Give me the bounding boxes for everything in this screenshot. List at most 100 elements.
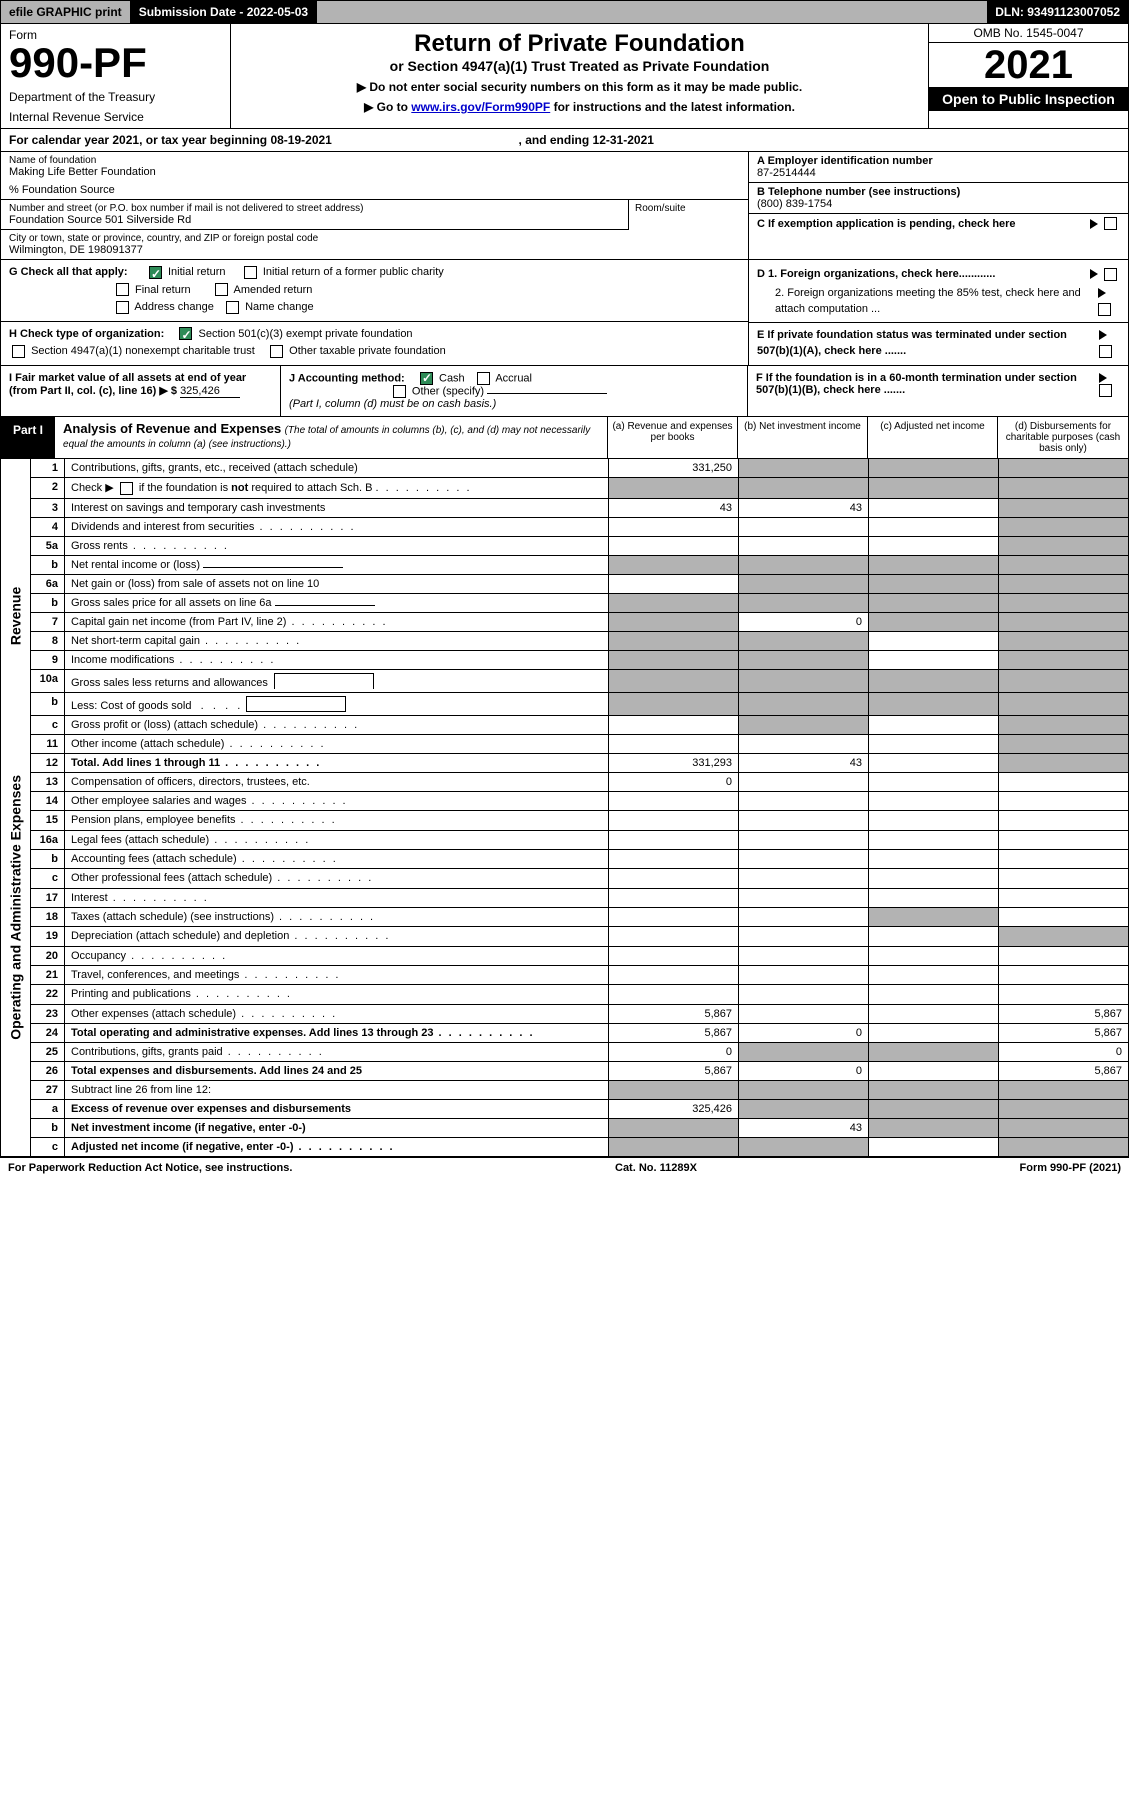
line-11: Other income (attach schedule)	[65, 734, 609, 753]
4947-label: Section 4947(a)(1) nonexempt charitable …	[31, 345, 255, 357]
foundation-address: Foundation Source 501 Silverside Rd	[9, 214, 620, 226]
form-subtitle: or Section 4947(a)(1) Trust Treated as P…	[243, 58, 916, 74]
form-title: Return of Private Foundation	[243, 30, 916, 58]
address-change-checkbox[interactable]	[116, 301, 129, 314]
line-12: Total. Add lines 1 through 11	[65, 753, 609, 772]
line-16a: Legal fees (attach schedule)	[65, 830, 609, 849]
name-change-checkbox[interactable]	[226, 301, 239, 314]
tax-year: 2021	[929, 43, 1128, 87]
arrow-icon	[1099, 330, 1107, 340]
d1-label: D 1. Foreign organizations, check here..…	[757, 266, 995, 283]
accrual-checkbox[interactable]	[477, 372, 490, 385]
line-4: Dividends and interest from securities	[65, 517, 609, 536]
f-label: F If the foundation is in a 60-month ter…	[756, 372, 1096, 397]
form-number: 990-PF	[9, 42, 222, 84]
line-21: Travel, conferences, and meetings	[65, 965, 609, 984]
line-27: Subtract line 26 from line 12:	[65, 1081, 609, 1100]
other-taxable-checkbox[interactable]	[270, 345, 283, 358]
cat-number: Cat. No. 11289X	[615, 1162, 697, 1174]
name-label: Name of foundation	[9, 155, 740, 166]
other-method-checkbox[interactable]	[393, 385, 406, 398]
form-ref: Form 990-PF (2021)	[1020, 1162, 1121, 1174]
section-i-j-f: I Fair market value of all assets at end…	[0, 366, 1129, 417]
initial-former-label: Initial return of a former public charit…	[263, 266, 444, 278]
line-25: Contributions, gifts, grants paid	[65, 1043, 609, 1062]
city-label: City or town, state or province, country…	[9, 233, 740, 244]
part1-table: Revenue 1Contributions, gifts, grants, e…	[0, 459, 1129, 1157]
accrual-label: Accrual	[495, 372, 532, 384]
col-a-header: (a) Revenue and expenses per books	[608, 417, 738, 458]
co-line: % Foundation Source	[9, 184, 740, 196]
cash-checkbox[interactable]	[420, 372, 433, 385]
part1-label: Part I	[1, 417, 55, 458]
note-goto: ▶ Go to www.irs.gov/Form990PF for instru…	[243, 100, 916, 114]
line-8: Net short-term capital gain	[65, 631, 609, 650]
d1-checkbox[interactable]	[1104, 268, 1117, 281]
irs: Internal Revenue Service	[9, 110, 222, 124]
line-7: Capital gain net income (from Part IV, l…	[65, 612, 609, 631]
line-23: Other expenses (attach schedule)	[65, 1004, 609, 1023]
fmv-value: 325,426	[180, 385, 240, 398]
page-footer: For Paperwork Reduction Act Notice, see …	[0, 1157, 1129, 1178]
line-10c: Gross profit or (loss) (attach schedule)	[65, 715, 609, 734]
other-method-label: Other (specify)	[412, 385, 484, 397]
amended-return-checkbox[interactable]	[215, 283, 228, 296]
header-mid: Return of Private Foundation or Section …	[231, 24, 928, 128]
address-change-label: Address change	[134, 301, 214, 313]
line-10b: Less: Cost of goods sold . . . .	[65, 692, 609, 715]
line-1: Contributions, gifts, grants, etc., rece…	[65, 459, 609, 478]
other-method-input[interactable]	[487, 393, 607, 394]
line-5b: Net rental income or (loss)	[65, 555, 609, 574]
final-return-checkbox[interactable]	[116, 283, 129, 296]
line-6b: Gross sales price for all assets on line…	[65, 593, 609, 612]
j-note: (Part I, column (d) must be on cash basi…	[289, 398, 496, 410]
phone-value: (800) 839-1754	[757, 198, 1120, 210]
exemption-label: C If exemption application is pending, c…	[757, 218, 1016, 230]
dept-treasury: Department of the Treasury	[9, 90, 222, 104]
501c3-checkbox[interactable]	[179, 327, 192, 340]
paperwork-notice: For Paperwork Reduction Act Notice, see …	[8, 1162, 292, 1174]
initial-return-checkbox[interactable]	[149, 266, 162, 279]
j-label: J Accounting method:	[289, 372, 405, 384]
omb-number: OMB No. 1545-0047	[929, 24, 1128, 43]
room-label: Room/suite	[628, 200, 748, 230]
line-5a: Gross rents	[65, 536, 609, 555]
d2-label: 2. Foreign organizations meeting the 85%…	[757, 285, 1095, 318]
form-header: Form 990-PF Department of the Treasury I…	[0, 24, 1129, 129]
g-label: G Check all that apply:	[9, 266, 128, 278]
initial-former-checkbox[interactable]	[244, 266, 257, 279]
line-27a: Excess of revenue over expenses and disb…	[65, 1100, 609, 1119]
e-checkbox[interactable]	[1099, 345, 1112, 358]
phone-label: B Telephone number (see instructions)	[757, 186, 1120, 198]
note-ssn: ▶ Do not enter social security numbers o…	[243, 80, 916, 94]
header-right: OMB No. 1545-0047 2021 Open to Public In…	[928, 24, 1128, 128]
col-b-header: (b) Net investment income	[738, 417, 868, 458]
line-27c: Adjusted net income (if negative, enter …	[65, 1138, 609, 1157]
other-taxable-label: Other taxable private foundation	[289, 345, 446, 357]
line-24: Total operating and administrative expen…	[65, 1023, 609, 1043]
4947-checkbox[interactable]	[12, 345, 25, 358]
line-10a: Gross sales less returns and allowances	[65, 669, 609, 692]
initial-return-label: Initial return	[168, 266, 225, 278]
part1-header: Part I Analysis of Revenue and Expenses …	[0, 417, 1129, 459]
amended-return-label: Amended return	[233, 284, 312, 296]
exemption-checkbox[interactable]	[1104, 217, 1117, 230]
revenue-section-label: Revenue	[1, 459, 31, 772]
foundation-name: Making Life Better Foundation	[9, 166, 740, 178]
line-27b: Net investment income (if negative, ente…	[65, 1119, 609, 1138]
d2-checkbox[interactable]	[1098, 303, 1111, 316]
opexp-section-label: Operating and Administrative Expenses	[1, 772, 31, 1043]
open-to-public: Open to Public Inspection	[929, 87, 1128, 111]
501c3-label: Section 501(c)(3) exempt private foundat…	[199, 328, 413, 340]
line-13: Compensation of officers, directors, tru…	[65, 772, 609, 791]
header-left: Form 990-PF Department of the Treasury I…	[1, 24, 231, 128]
col-c-header: (c) Adjusted net income	[868, 417, 998, 458]
calendar-year-row: For calendar year 2021, or tax year begi…	[0, 129, 1129, 152]
form990pf-link[interactable]: www.irs.gov/Form990PF	[411, 100, 550, 114]
h-label: H Check type of organization:	[9, 328, 164, 340]
line-3: Interest on savings and temporary cash i…	[65, 498, 609, 517]
f-checkbox[interactable]	[1099, 384, 1112, 397]
schb-checkbox[interactable]	[120, 482, 133, 495]
foundation-city: Wilmington, DE 198091377	[9, 244, 740, 256]
efile-print-button[interactable]: efile GRAPHIC print	[1, 1, 131, 23]
